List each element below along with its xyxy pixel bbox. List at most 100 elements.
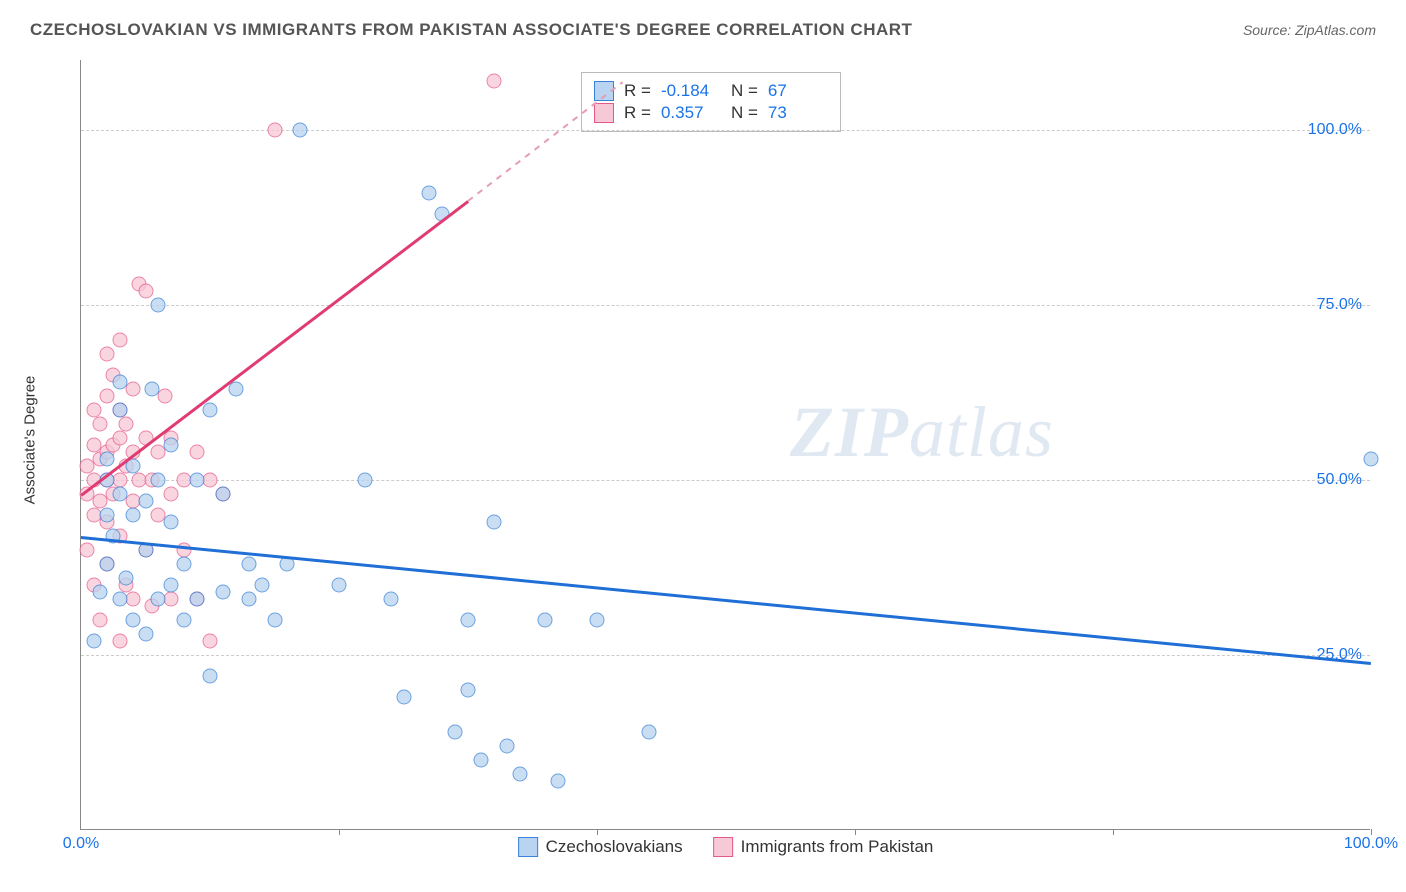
- legend-swatch-1: [518, 837, 538, 857]
- scatter-point: [215, 487, 230, 502]
- scatter-point: [254, 578, 269, 593]
- scatter-point: [190, 473, 205, 488]
- scatter-point: [215, 585, 230, 600]
- scatter-point: [93, 417, 108, 432]
- scatter-point: [357, 473, 372, 488]
- scatter-point: [112, 634, 127, 649]
- plot-region: ZIPatlas R = -0.184 N = 67 R = 0.357 N =…: [80, 60, 1370, 830]
- scatter-point: [190, 445, 205, 460]
- scatter-point: [99, 557, 114, 572]
- scatter-point: [473, 753, 488, 768]
- scatter-point: [486, 515, 501, 530]
- r-value-2: 0.357: [661, 103, 721, 123]
- legend-label-2: Immigrants from Pakistan: [741, 837, 934, 857]
- y-tick-label: 50.0%: [1317, 471, 1362, 489]
- scatter-point: [641, 725, 656, 740]
- scatter-point: [512, 767, 527, 782]
- scatter-point: [164, 438, 179, 453]
- scatter-point: [461, 613, 476, 628]
- scatter-point: [190, 592, 205, 607]
- swatch-series-2: [594, 103, 614, 123]
- scatter-point: [164, 487, 179, 502]
- scatter-point: [99, 508, 114, 523]
- scatter-point: [486, 74, 501, 89]
- scatter-point: [203, 634, 218, 649]
- scatter-point: [157, 389, 172, 404]
- scatter-point: [125, 508, 140, 523]
- scatter-point: [125, 613, 140, 628]
- r-label-2: R =: [624, 103, 651, 123]
- n-value-2: 73: [768, 103, 828, 123]
- scatter-point: [125, 382, 140, 397]
- scatter-point: [99, 389, 114, 404]
- scatter-point: [164, 592, 179, 607]
- title-bar: CZECHOSLOVAKIAN VS IMMIGRANTS FROM PAKIS…: [30, 20, 1376, 40]
- legend-swatch-2: [713, 837, 733, 857]
- y-axis-label: Associate's Degree: [22, 376, 39, 505]
- scatter-point: [1364, 452, 1379, 467]
- scatter-point: [80, 543, 95, 558]
- trend-line: [467, 81, 623, 202]
- scatter-point: [267, 123, 282, 138]
- scatter-point: [422, 186, 437, 201]
- scatter-point: [461, 683, 476, 698]
- scatter-point: [538, 613, 553, 628]
- r-value-1: -0.184: [661, 81, 721, 101]
- scatter-point: [125, 592, 140, 607]
- scatter-point: [112, 473, 127, 488]
- legend-item-1: Czechoslovakians: [518, 837, 683, 857]
- scatter-point: [383, 592, 398, 607]
- source-label: Source: ZipAtlas.com: [1243, 22, 1376, 38]
- scatter-point: [203, 669, 218, 684]
- scatter-point: [551, 774, 566, 789]
- scatter-point: [119, 571, 134, 586]
- scatter-point: [138, 494, 153, 509]
- y-tick-label: 75.0%: [1317, 296, 1362, 314]
- scatter-point: [99, 347, 114, 362]
- n-value-1: 67: [768, 81, 828, 101]
- stats-row-2: R = 0.357 N = 73: [594, 103, 828, 123]
- legend-item-2: Immigrants from Pakistan: [713, 837, 934, 857]
- legend-label-1: Czechoslovakians: [546, 837, 683, 857]
- stats-row-1: R = -0.184 N = 67: [594, 81, 828, 101]
- watermark: ZIPatlas: [790, 391, 1054, 474]
- scatter-point: [151, 592, 166, 607]
- n-label-2: N =: [731, 103, 758, 123]
- legend: Czechoslovakians Immigrants from Pakista…: [518, 837, 934, 857]
- scatter-point: [138, 284, 153, 299]
- scatter-point: [203, 403, 218, 418]
- source-value: ZipAtlas.com: [1295, 22, 1376, 38]
- scatter-point: [590, 613, 605, 628]
- scatter-point: [112, 487, 127, 502]
- scatter-point: [86, 403, 101, 418]
- scatter-point: [241, 592, 256, 607]
- scatter-point: [228, 382, 243, 397]
- scatter-point: [177, 557, 192, 572]
- scatter-point: [151, 298, 166, 313]
- scatter-point: [86, 634, 101, 649]
- scatter-point: [164, 515, 179, 530]
- scatter-point: [177, 613, 192, 628]
- scatter-point: [119, 417, 134, 432]
- y-tick-label: 100.0%: [1308, 121, 1362, 139]
- scatter-point: [138, 627, 153, 642]
- scatter-point: [293, 123, 308, 138]
- trend-line: [81, 536, 1371, 664]
- r-label-1: R =: [624, 81, 651, 101]
- scatter-point: [112, 375, 127, 390]
- scatter-point: [164, 578, 179, 593]
- scatter-point: [99, 452, 114, 467]
- scatter-point: [332, 578, 347, 593]
- scatter-point: [203, 473, 218, 488]
- scatter-point: [151, 473, 166, 488]
- scatter-point: [93, 585, 108, 600]
- chart-title: CZECHOSLOVAKIAN VS IMMIGRANTS FROM PAKIS…: [30, 20, 912, 40]
- x-tick-right: 100.0%: [1344, 835, 1398, 853]
- scatter-point: [241, 557, 256, 572]
- trend-line: [80, 200, 469, 496]
- scatter-point: [112, 333, 127, 348]
- stats-box: R = -0.184 N = 67 R = 0.357 N = 73: [581, 72, 841, 132]
- scatter-point: [93, 613, 108, 628]
- scatter-point: [144, 382, 159, 397]
- n-label-1: N =: [731, 81, 758, 101]
